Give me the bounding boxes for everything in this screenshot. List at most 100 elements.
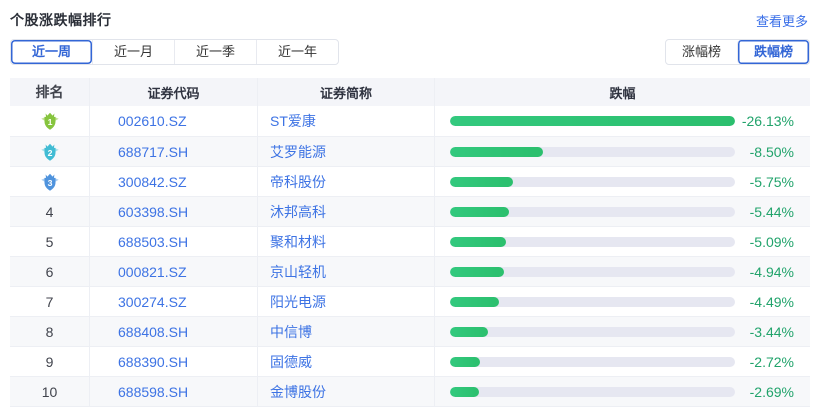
stock-code-link[interactable]: 688598.SH — [118, 383, 189, 400]
table-row: 3 300842.SZ 帝科股份 -5.75% — [10, 166, 810, 196]
decline-bar — [450, 146, 543, 157]
page-title: 个股涨跌幅排行 — [10, 12, 112, 28]
name-cell: 沐邦高科 — [258, 197, 435, 226]
board-toggle-0[interactable]: 涨幅榜 — [665, 40, 737, 64]
table-row: 10 688598.SH 金博股份 -2.69% — [10, 376, 810, 406]
code-cell: 688503.SH — [90, 227, 258, 256]
decline-percent: -4.94% — [749, 263, 794, 280]
decline-cell: -4.49% — [435, 287, 810, 316]
column-header-3: 跌幅 — [609, 85, 636, 101]
stock-name-link[interactable]: 固德威 — [270, 353, 312, 370]
period-tab-2[interactable]: 近一季 — [174, 40, 257, 64]
stock-name-link[interactable]: 帝科股份 — [270, 173, 326, 190]
decline-percent: -3.44% — [749, 323, 794, 340]
rank-cell: 2 — [10, 137, 90, 166]
decline-bar-track — [450, 176, 735, 187]
period-tab-1[interactable]: 近一月 — [92, 40, 175, 64]
decline-percent: -2.69% — [749, 383, 794, 400]
name-cell: 帝科股份 — [258, 167, 435, 196]
stock-name-link[interactable]: 沐邦高科 — [270, 203, 326, 220]
decline-bar-track — [450, 116, 735, 126]
rank-cell: 6 — [10, 257, 90, 286]
code-cell: 688390.SH — [90, 347, 258, 376]
decline-bar-track — [450, 236, 735, 247]
stock-name-link[interactable]: 聚和材料 — [270, 233, 326, 250]
decline-percent: -5.44% — [749, 203, 794, 220]
stock-code-link[interactable]: 688717.SH — [118, 143, 189, 160]
stock-name-link[interactable]: ST爱康 — [270, 113, 316, 129]
period-tab-group: 近一周 近一月 近一季 近一年 — [10, 39, 340, 65]
board-toggle-1[interactable]: 跌幅榜 — [736, 40, 809, 64]
decline-cell: -3.44% — [435, 317, 810, 346]
rank-cell: 1 — [10, 106, 90, 136]
rank-cell: 9 — [10, 347, 90, 376]
rank-cell: 8 — [10, 317, 90, 346]
table-row: 6 000821.SZ 京山轻机 -4.94% — [10, 256, 810, 286]
stock-name-link[interactable]: 阳光电源 — [270, 293, 326, 310]
decline-bar — [450, 386, 480, 397]
rank-cell: 7 — [10, 287, 90, 316]
decline-percent: -8.50% — [749, 143, 794, 160]
stock-name-link[interactable]: 京山轻机 — [270, 263, 326, 280]
column-header-0: 排名 — [10, 78, 90, 106]
name-cell: 阳光电源 — [258, 287, 435, 316]
panel-header: 个股涨跌幅排行 查看更多 — [0, 0, 820, 30]
stock-code-link[interactable]: 002610.SZ — [118, 113, 187, 129]
decline-bar — [450, 206, 510, 217]
table-row: 1 002610.SZ ST爱康 -26.13% — [10, 106, 810, 136]
rank-cell: 5 — [10, 227, 90, 256]
table-row: 9 688390.SH 固德威 -2.72% — [10, 346, 810, 376]
stock-code-link[interactable]: 688390.SH — [118, 353, 189, 370]
decline-bar-track — [450, 386, 735, 397]
svg-text:1: 1 — [47, 117, 52, 127]
period-tab-3[interactable]: 近一年 — [256, 40, 339, 64]
decline-cell: -8.50% — [435, 137, 810, 166]
decline-bar-track — [450, 296, 735, 307]
decline-percent: -4.49% — [749, 293, 794, 310]
decline-bar — [450, 266, 504, 277]
code-cell: 688408.SH — [90, 317, 258, 346]
medal-1-icon: 1 — [40, 112, 59, 130]
stock-code-link[interactable]: 603398.SH — [118, 203, 189, 220]
table-row: 4 603398.SH 沐邦高科 -5.44% — [10, 196, 810, 226]
table-row: 2 688717.SH 艾罗能源 -8.50% — [10, 136, 810, 166]
svg-text:2: 2 — [47, 147, 52, 157]
table-body: 1 002610.SZ ST爱康 -26.13% 2 688717.SH 艾罗能源 -8.50… — [10, 106, 810, 406]
stock-code-link[interactable]: 300274.SZ — [118, 293, 187, 310]
decline-cell: -2.69% — [435, 377, 810, 406]
table-row: 5 688503.SH 聚和材料 -5.09% — [10, 226, 810, 256]
decline-cell: -5.75% — [435, 167, 810, 196]
period-tab-0[interactable]: 近一周 — [11, 40, 93, 64]
column-header-1: 证券代码 — [90, 78, 258, 106]
decline-bar-track — [450, 266, 735, 277]
svg-text:3: 3 — [47, 177, 52, 187]
decline-cell: -2.72% — [435, 347, 810, 376]
controls-row: 近一周 近一月 近一季 近一年 涨幅榜 跌幅榜 — [0, 30, 820, 65]
decline-cell: -4.94% — [435, 257, 810, 286]
rank-cell: 3 — [10, 167, 90, 196]
stock-code-link[interactable]: 000821.SZ — [118, 263, 187, 280]
name-cell: 中信博 — [258, 317, 435, 346]
code-cell: 603398.SH — [90, 197, 258, 226]
code-cell: 300842.SZ — [90, 167, 258, 196]
code-cell: 002610.SZ — [90, 106, 258, 136]
decline-bar — [450, 116, 735, 126]
view-more-link[interactable]: 查看更多 — [755, 13, 808, 29]
stock-code-link[interactable]: 688503.SH — [118, 233, 189, 250]
column-header-2: 证券简称 — [258, 78, 435, 106]
decline-cell: -5.44% — [435, 197, 810, 226]
code-cell: 688598.SH — [90, 377, 258, 406]
decline-bar — [450, 176, 513, 187]
medal-3-icon: 3 — [40, 173, 59, 191]
decline-bar-track — [450, 206, 735, 217]
code-cell: 000821.SZ — [90, 257, 258, 286]
name-cell: 金博股份 — [258, 377, 435, 406]
table-row: 8 688408.SH 中信博 -3.44% — [10, 316, 810, 346]
decline-bar — [450, 326, 488, 337]
table-row: 7 300274.SZ 阳光电源 -4.49% — [10, 286, 810, 316]
stock-code-link[interactable]: 300842.SZ — [118, 173, 187, 190]
stock-name-link[interactable]: 金博股份 — [270, 383, 326, 400]
stock-code-link[interactable]: 688408.SH — [118, 323, 189, 340]
stock-name-link[interactable]: 中信博 — [270, 323, 312, 340]
stock-name-link[interactable]: 艾罗能源 — [270, 143, 326, 160]
